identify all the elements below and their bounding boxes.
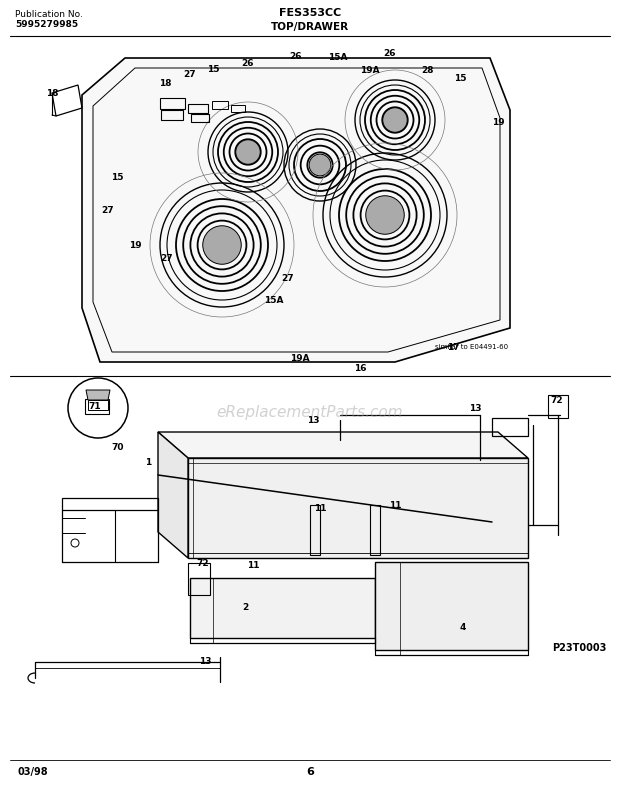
- Text: 15: 15: [111, 173, 123, 181]
- Circle shape: [383, 108, 407, 133]
- Circle shape: [309, 154, 331, 176]
- Text: 2: 2: [242, 604, 248, 612]
- Bar: [212, 101, 228, 109]
- Polygon shape: [375, 562, 528, 650]
- Text: 70: 70: [112, 443, 124, 451]
- Text: 4: 4: [460, 623, 466, 633]
- Text: 15: 15: [206, 65, 219, 73]
- Text: 13: 13: [199, 657, 211, 667]
- Text: 72: 72: [197, 559, 210, 567]
- Text: 15A: 15A: [264, 296, 284, 305]
- Text: 27: 27: [184, 69, 197, 78]
- Circle shape: [218, 241, 226, 249]
- Text: 19: 19: [492, 118, 504, 126]
- Circle shape: [203, 226, 241, 264]
- Text: 17: 17: [446, 342, 459, 352]
- Polygon shape: [82, 58, 510, 362]
- Text: TOP/DRAWER: TOP/DRAWER: [271, 22, 349, 32]
- Text: 1: 1: [145, 458, 151, 466]
- Text: Publication No.: Publication No.: [15, 9, 83, 18]
- Bar: [161, 110, 183, 120]
- Text: 19A: 19A: [290, 353, 310, 362]
- Text: 19A: 19A: [360, 65, 380, 74]
- Text: 11: 11: [247, 560, 259, 570]
- Circle shape: [366, 196, 404, 234]
- Text: 6: 6: [306, 767, 314, 777]
- Circle shape: [244, 148, 252, 156]
- Bar: [85, 398, 109, 413]
- Text: FES353CC: FES353CC: [279, 8, 341, 18]
- Text: P23T0003: P23T0003: [552, 643, 606, 653]
- Text: 27: 27: [281, 274, 294, 282]
- Text: 72: 72: [551, 395, 564, 405]
- Text: 26: 26: [242, 58, 254, 68]
- Text: 19: 19: [129, 241, 141, 249]
- Text: 13: 13: [307, 416, 319, 424]
- Bar: [231, 104, 245, 111]
- Text: 26: 26: [384, 48, 396, 58]
- Polygon shape: [158, 432, 528, 458]
- Text: 15A: 15A: [328, 53, 348, 62]
- Text: 11: 11: [389, 500, 401, 510]
- Polygon shape: [190, 578, 375, 638]
- Text: 26: 26: [289, 51, 301, 61]
- Text: 16: 16: [354, 364, 366, 372]
- Polygon shape: [86, 390, 110, 400]
- Text: 28: 28: [422, 65, 434, 74]
- Text: eReplacementParts.com: eReplacementParts.com: [216, 405, 404, 420]
- Polygon shape: [188, 458, 528, 558]
- Text: 18: 18: [46, 88, 58, 98]
- Text: 11: 11: [314, 503, 326, 513]
- Text: 27: 27: [161, 253, 174, 263]
- Text: 03/98: 03/98: [18, 767, 48, 777]
- Bar: [188, 103, 208, 113]
- Text: 5995279985: 5995279985: [15, 20, 78, 28]
- Bar: [191, 114, 209, 122]
- Polygon shape: [158, 432, 188, 558]
- Circle shape: [316, 161, 324, 169]
- Text: 27: 27: [102, 205, 114, 215]
- Text: 15: 15: [454, 73, 466, 83]
- Circle shape: [381, 211, 389, 219]
- Circle shape: [236, 140, 260, 164]
- Text: 71: 71: [89, 402, 101, 410]
- Text: 13: 13: [469, 403, 481, 413]
- Text: 18: 18: [159, 78, 171, 88]
- Bar: [159, 98, 185, 109]
- Circle shape: [391, 116, 399, 124]
- Text: similar to E04491-60: similar to E04491-60: [435, 344, 508, 350]
